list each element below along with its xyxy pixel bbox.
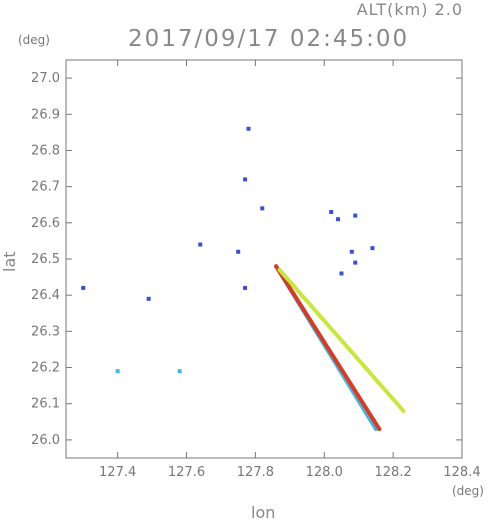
echo-point <box>339 271 344 276</box>
echo-point <box>336 217 341 222</box>
x-tick-label: 127.4 <box>99 465 136 480</box>
y-tick-label: 26.8 <box>31 143 60 158</box>
plot-frame <box>65 59 463 459</box>
y-tick-label: 26.9 <box>31 107 60 122</box>
echo-point <box>246 126 251 131</box>
x-tick-label: 128.4 <box>443 465 480 480</box>
x-tick-label: 128.0 <box>306 465 343 480</box>
echo-streak <box>277 267 406 413</box>
x-axis-unit: (deg) <box>452 484 484 498</box>
echo-point <box>370 246 375 251</box>
echo-point <box>236 249 241 254</box>
echo-point <box>243 285 248 290</box>
y-tick-label: 26.2 <box>31 361 60 376</box>
y-tick-label: 26.6 <box>31 216 60 231</box>
echo-point <box>329 209 334 214</box>
echo-point <box>146 296 151 301</box>
echo-point <box>260 206 265 211</box>
x-tick-label: 127.6 <box>168 465 205 480</box>
echo-point <box>353 213 358 218</box>
echo-point <box>353 260 358 265</box>
echo-point <box>177 369 182 374</box>
timestamp-title: 2017/09/17 02:45:00 <box>128 26 410 52</box>
echo-point <box>349 249 354 254</box>
y-tick-label: 27.0 <box>31 71 60 86</box>
echo-point <box>198 242 203 247</box>
y-tick-label: 26.0 <box>31 433 60 448</box>
echo-streak <box>274 264 382 432</box>
y-tick-label: 26.3 <box>31 324 60 339</box>
y-axis-unit: (deg) <box>18 33 50 47</box>
y-tick-label: 26.4 <box>31 288 60 303</box>
y-tick-label: 26.7 <box>31 180 60 195</box>
echo-point <box>243 177 248 182</box>
echo-point <box>81 285 86 290</box>
x-tick-label: 128.2 <box>375 465 412 480</box>
x-tick-label: 127.8 <box>237 465 274 480</box>
echo-point <box>115 369 120 374</box>
y-tick-label: 26.1 <box>31 397 60 412</box>
x-axis-label: lon <box>251 503 276 522</box>
altitude-label: ALT(km) 2.0 <box>356 0 463 19</box>
y-tick-label: 26.5 <box>31 252 60 267</box>
